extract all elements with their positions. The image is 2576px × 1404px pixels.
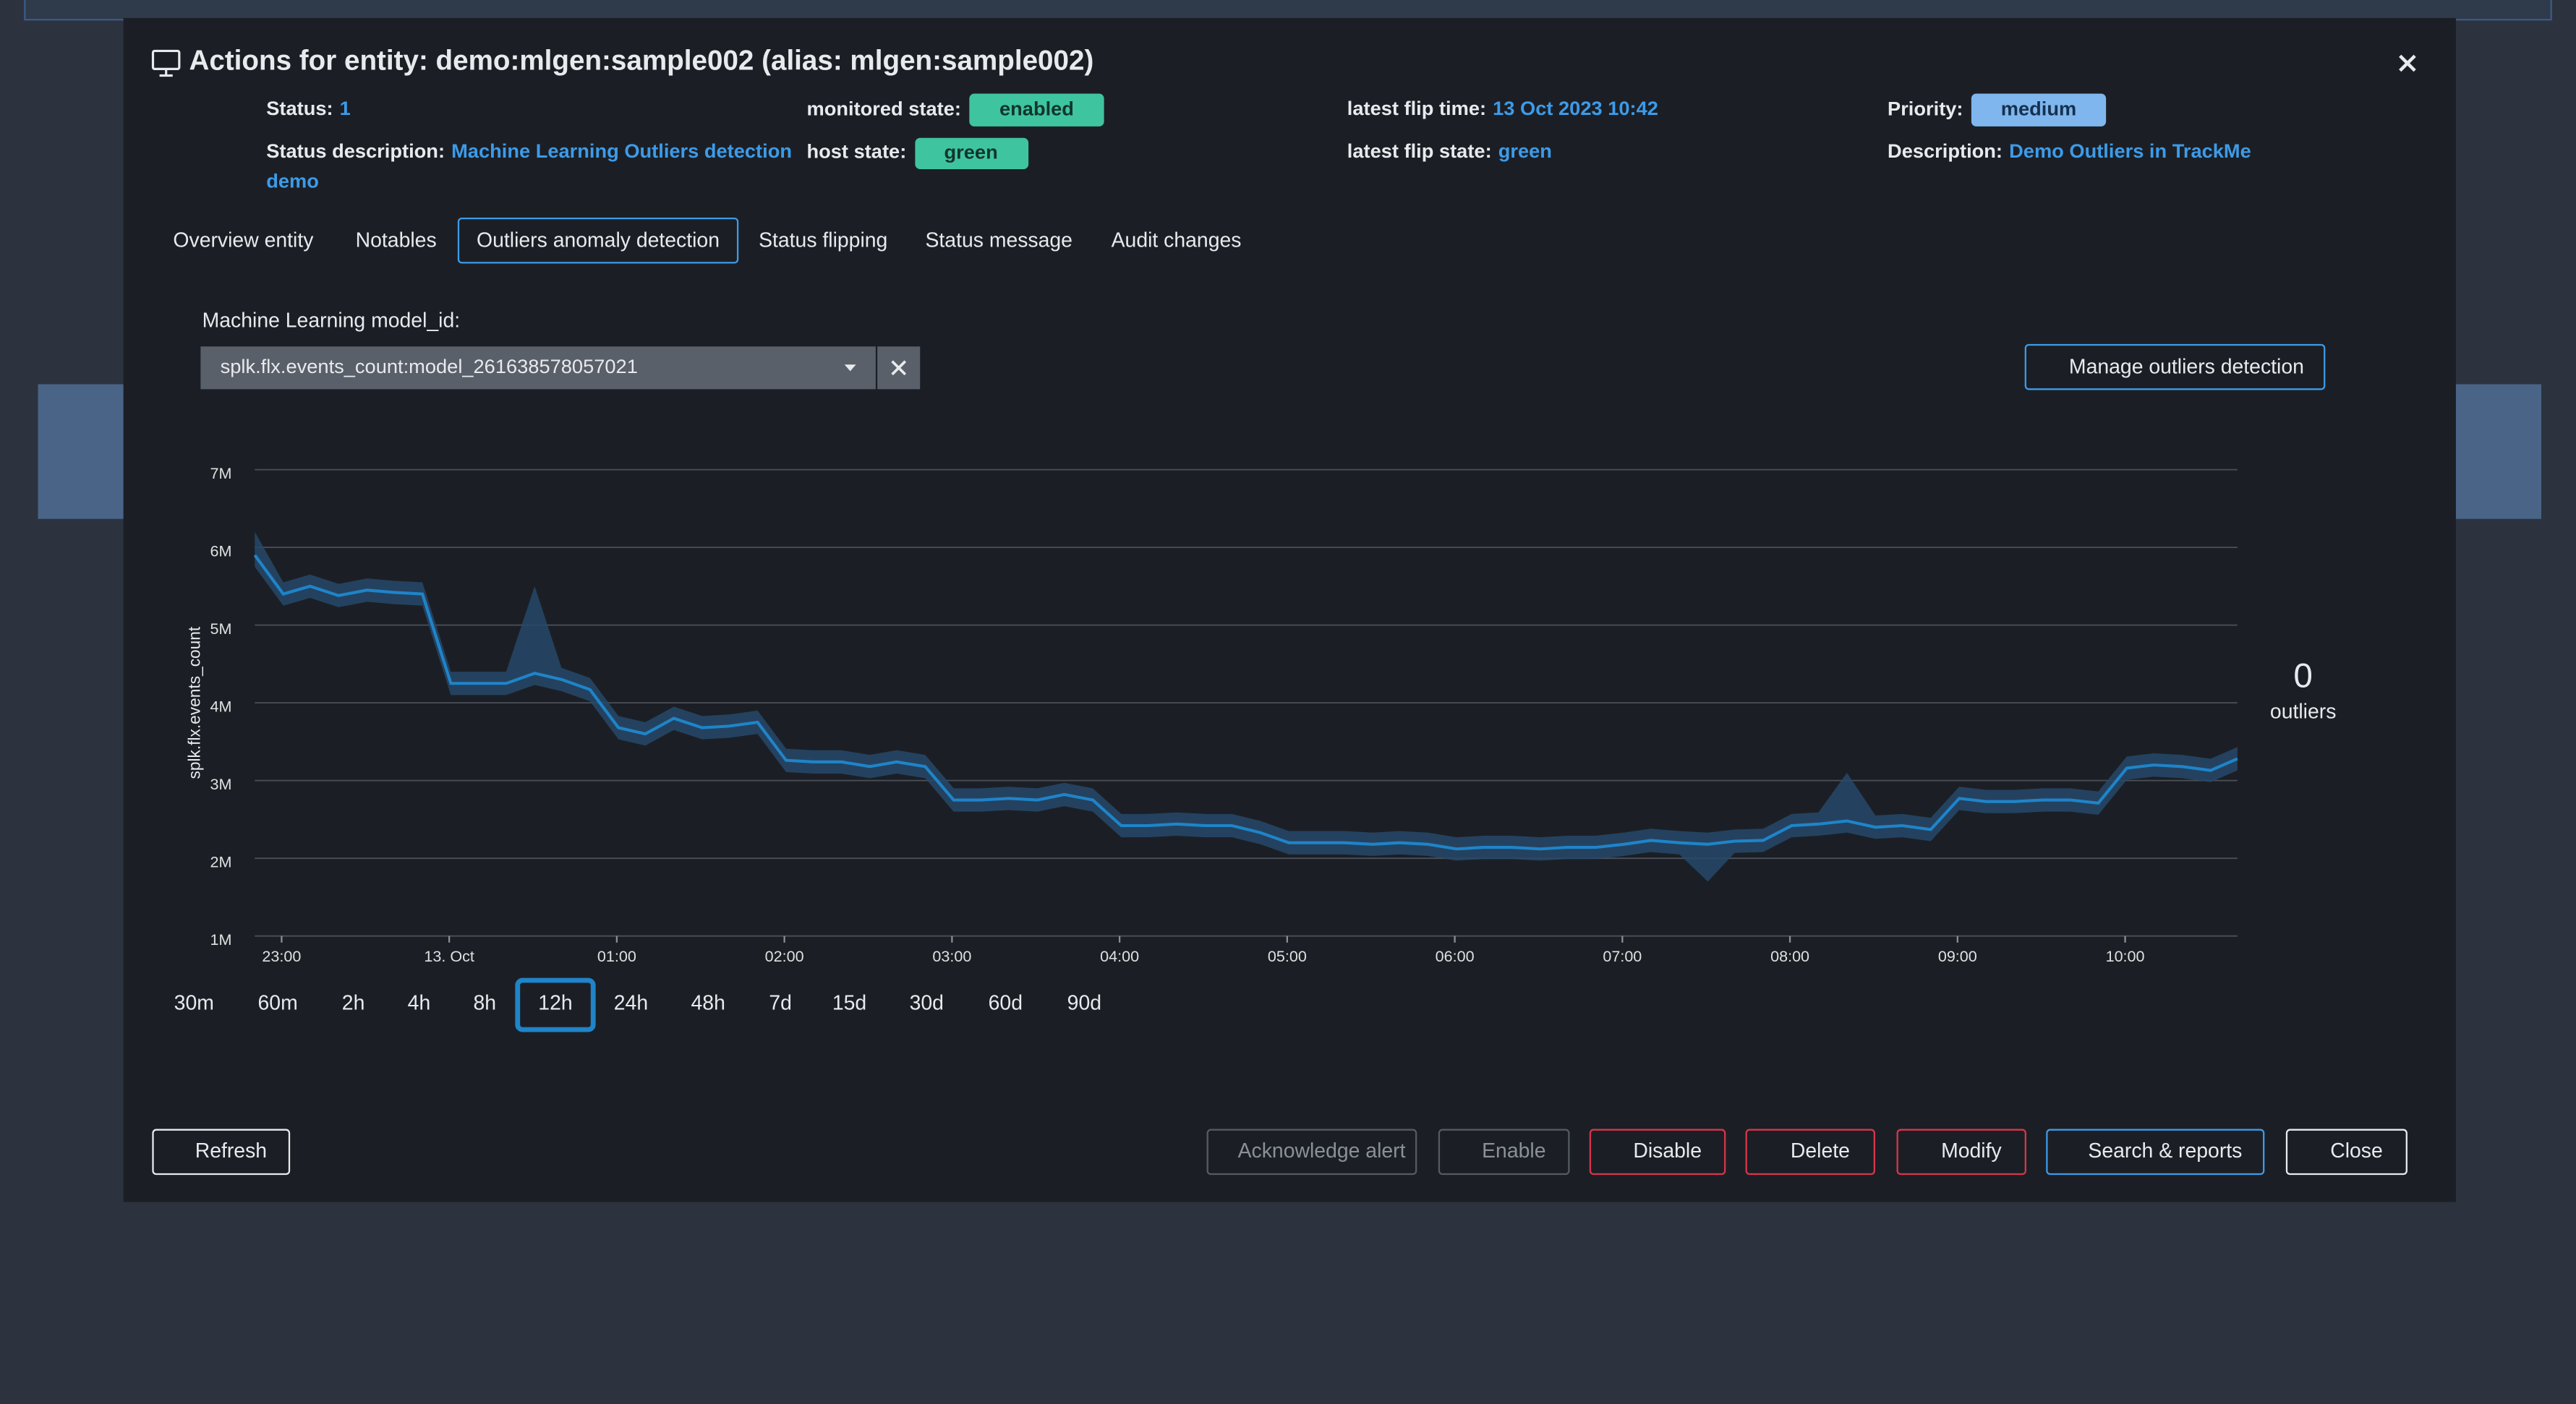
button-label: Modify (1941, 1139, 2002, 1163)
x-tick-label: 10:00 (2106, 947, 2145, 965)
x-tick-label: 09:00 (1938, 947, 1977, 965)
status-description: Status description: Machine Learning Outl… (266, 140, 792, 162)
time-range[interactable]: 30m (174, 991, 214, 1014)
series-line (253, 554, 2238, 851)
time-range[interactable]: 2h (342, 991, 365, 1014)
tab[interactable]: Status flipping (759, 228, 887, 252)
clear-icon (891, 360, 907, 376)
manage-button[interactable] (2024, 343, 2326, 390)
time-range[interactable]: 8h (474, 991, 497, 1014)
value: green (1498, 140, 1552, 162)
button-label: Close (2330, 1139, 2383, 1163)
time-range[interactable]: 90d (1067, 991, 1101, 1014)
description: Description: Demo Outliers in TrackMe (1888, 140, 2251, 162)
x-tick-label: 02:00 (765, 947, 804, 965)
button[interactable] (2285, 1129, 2407, 1176)
button-label: Disable (1633, 1139, 1702, 1163)
modal (123, 17, 2456, 1202)
tab[interactable]: Status message (926, 228, 1072, 252)
label: latest flip state: (1347, 140, 1492, 162)
tab[interactable]: Audit changes (1112, 228, 1242, 252)
priority-value: medium (2001, 97, 2076, 119)
button-label: Refresh (195, 1139, 267, 1163)
time-range[interactable]: 30d (910, 991, 944, 1014)
x-tick-label: 08:00 (1770, 947, 1809, 965)
flip-state: latest flip state: green (1347, 140, 1552, 162)
monitored-label: monitored state: (806, 97, 960, 119)
value: 1 (340, 97, 351, 119)
tab[interactable]: Overview entity (173, 228, 314, 252)
x-tick-label: 13. Oct (424, 947, 474, 965)
label: Description: (1888, 140, 2003, 162)
badge (915, 137, 1029, 169)
y-tick-label: 1M (210, 930, 232, 949)
value: 13 Oct 2023 10:42 (1493, 97, 1658, 119)
x-tick-label: 06:00 (1436, 947, 1475, 965)
status-description-cont: demo (266, 169, 319, 192)
time-range[interactable]: 4h (408, 991, 431, 1014)
badge (969, 93, 1104, 127)
modal-title: Actions for entity: demo:mlgen:sample002… (189, 46, 1093, 77)
model-label: Machine Learning model_id: (202, 309, 461, 333)
priority-label: Priority: (1888, 97, 1963, 119)
close-icon[interactable] (2399, 54, 2416, 72)
label: Status description: (266, 140, 445, 162)
caret (844, 364, 856, 372)
x-tick-label: 03:00 (932, 947, 971, 965)
x-tick-label: 07:00 (1603, 947, 1642, 965)
y-tick-label: 4M (210, 698, 232, 716)
model-value: splk.flx.events_count:model_261638578057… (221, 355, 638, 377)
host-label: host state: (806, 140, 906, 162)
active-tab[interactable] (457, 217, 739, 264)
button-label: Search & reports (2088, 1139, 2242, 1163)
monitored-value: enabled (999, 97, 1074, 119)
model-select[interactable] (200, 346, 876, 390)
x-tick-label: 04:00 (1100, 947, 1139, 965)
time-range[interactable]: 15d (832, 991, 866, 1014)
active-range[interactable] (515, 977, 596, 1032)
button[interactable] (152, 1129, 291, 1176)
value: Machine Learning Outliers detection (451, 140, 792, 162)
x-tick-label: 01:00 (597, 947, 636, 965)
time-range[interactable]: 7d (769, 991, 792, 1014)
button[interactable] (1438, 1129, 1570, 1176)
monitor-icon (151, 49, 181, 77)
time-range[interactable]: 24h (614, 991, 648, 1014)
button[interactable] (1896, 1129, 2026, 1176)
y-tick-label: 7M (210, 464, 232, 482)
background-header (24, 0, 2552, 21)
time-range[interactable]: 60m (258, 991, 298, 1014)
button[interactable] (1589, 1129, 1726, 1176)
y-tick-label: 5M (210, 620, 232, 638)
outliers-label: outliers (2270, 700, 2336, 723)
status-field: Status: 1 (266, 97, 351, 119)
button[interactable] (1206, 1129, 1417, 1176)
y-tick-label: 3M (210, 775, 232, 793)
y-tick-label: 2M (210, 853, 232, 871)
manage-label: Manage outliers detection (2069, 355, 2304, 378)
badge (1971, 93, 2107, 127)
button[interactable] (1745, 1129, 1876, 1176)
button-label: Enable (1482, 1139, 1545, 1163)
button-label: Delete (1791, 1139, 1850, 1163)
time-range[interactable]: 60d (989, 991, 1023, 1014)
time-range[interactable]: 48h (691, 991, 725, 1014)
label: latest flip time: (1347, 97, 1486, 119)
outliers-count: 0 (2293, 657, 2313, 695)
y-tick-label: 6M (210, 542, 232, 560)
host-value: green (944, 141, 998, 163)
flip-time: latest flip time: 13 Oct 2023 10:42 (1347, 97, 1658, 119)
time-range[interactable]: 12h (538, 991, 572, 1014)
y-axis-label: splk.flx.events_count (185, 626, 204, 779)
value: Demo Outliers in TrackMe (2009, 140, 2251, 162)
button-label: Acknowledge alert (1238, 1139, 1406, 1163)
button[interactable] (2046, 1129, 2265, 1176)
x-tick-label: 05:00 (1268, 947, 1307, 965)
label: Status: (266, 97, 333, 119)
x-tick-label: 23:00 (262, 947, 301, 965)
tab[interactable]: Outliers anomaly detection (477, 228, 720, 252)
tab[interactable]: Notables (356, 228, 437, 252)
